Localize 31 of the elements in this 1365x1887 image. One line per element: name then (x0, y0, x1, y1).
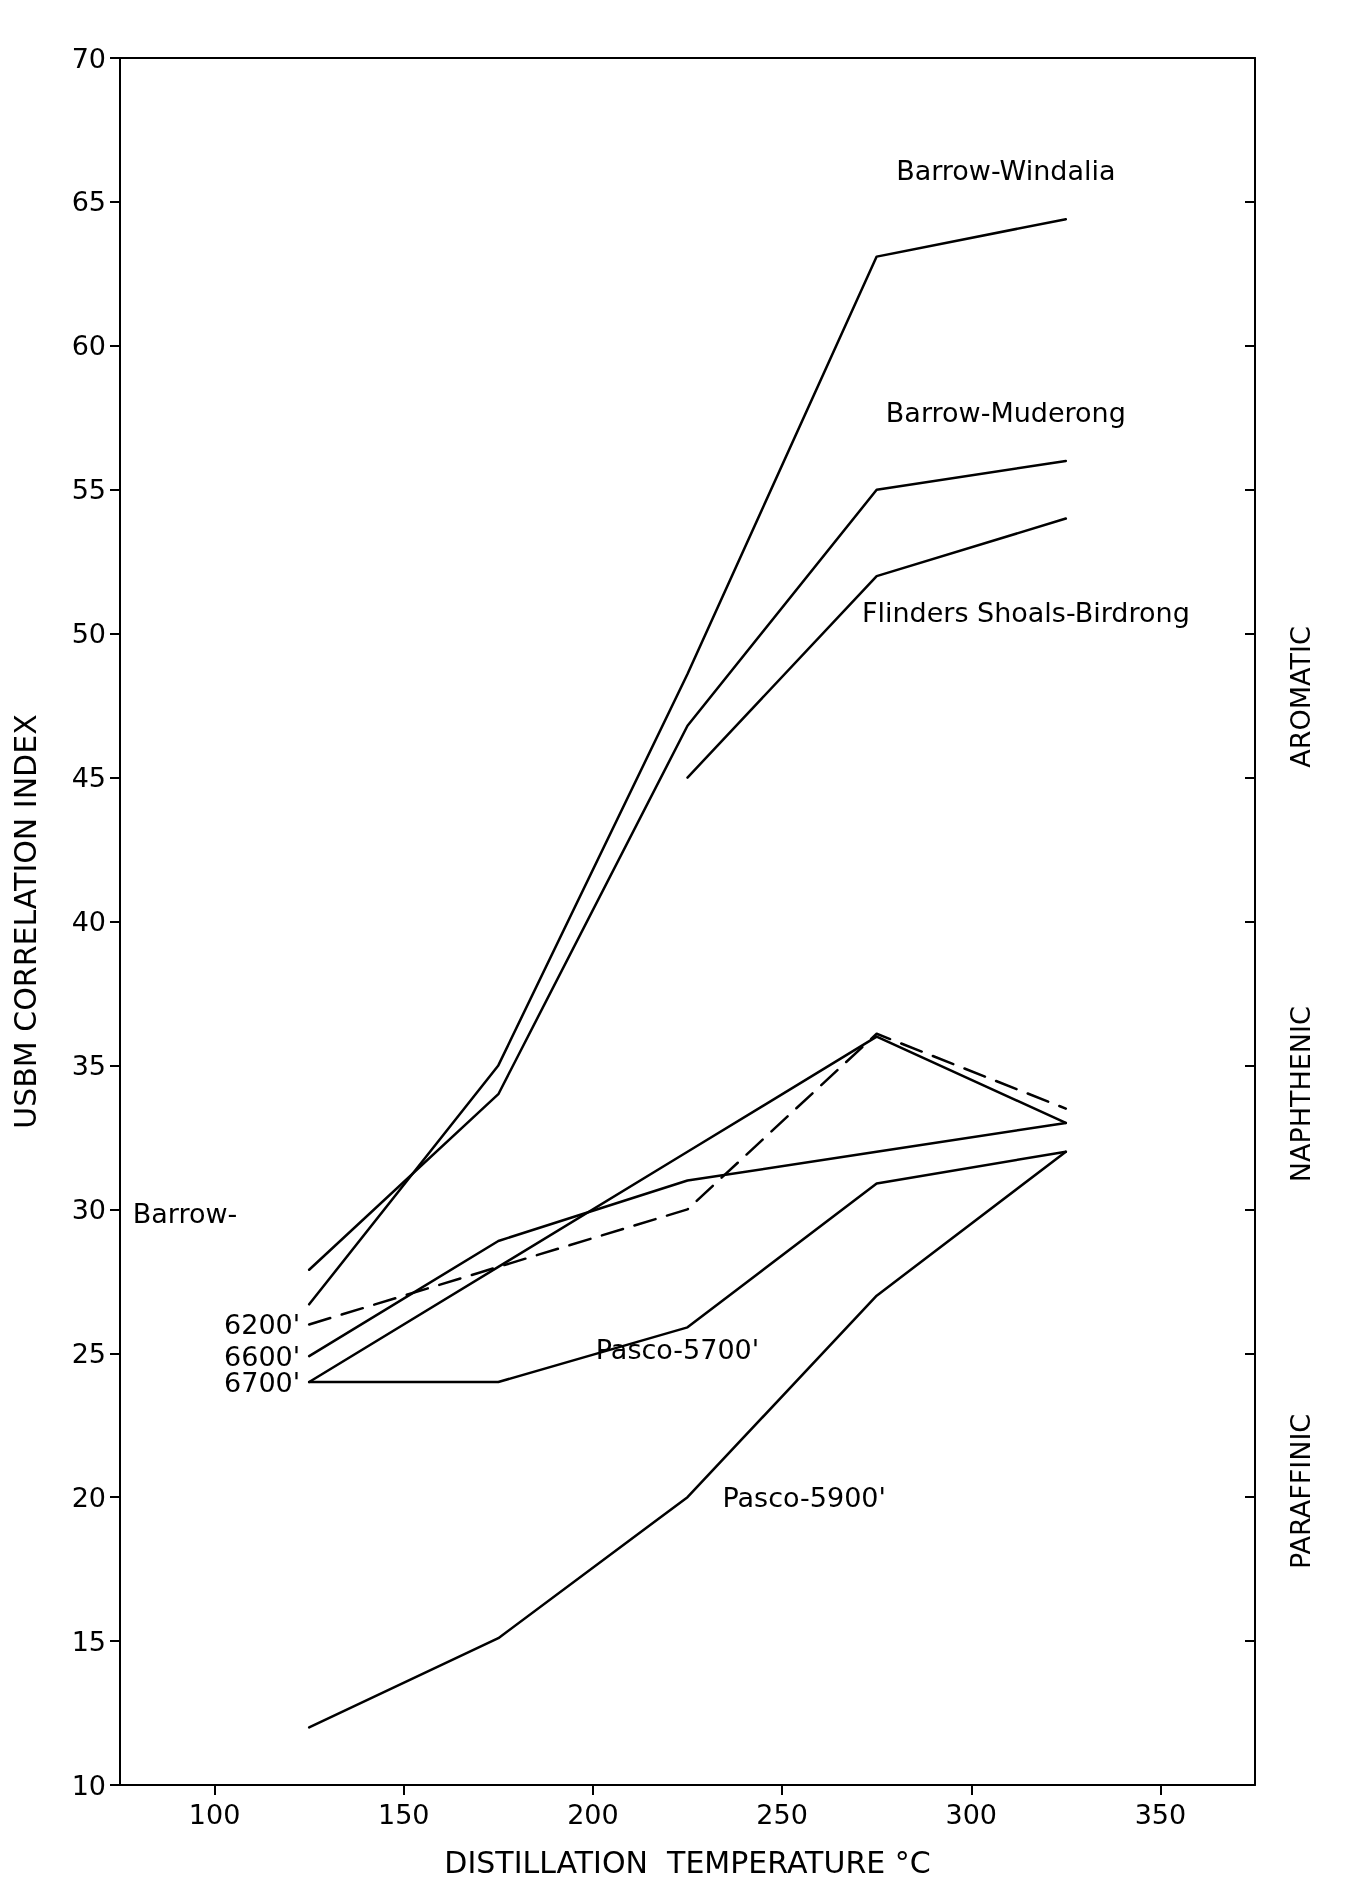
series-label: 6200' (224, 1308, 301, 1340)
y-tick-label: 65 (71, 186, 106, 218)
y-tick-label: 60 (71, 330, 106, 362)
y-tick-label: 70 (71, 42, 106, 74)
series-label: Pasco-5700' (595, 1334, 760, 1366)
y-tick-label: 20 (71, 1481, 106, 1513)
y-tick-label: 50 (71, 618, 106, 650)
x-tick-label: 350 (1134, 1799, 1187, 1830)
annotation: Barrow- (132, 1197, 238, 1229)
x-tick-label: 300 (945, 1799, 998, 1830)
x-tick-label: 150 (377, 1799, 430, 1830)
y-tick-label: 35 (71, 1049, 106, 1081)
y-tick-label: 25 (71, 1337, 106, 1369)
y-tick-label: 40 (71, 906, 106, 937)
text: NAPHTHENIC (1284, 1006, 1316, 1183)
y-tick-label: 30 (71, 1193, 106, 1225)
y-tick-label: 55 (71, 474, 106, 506)
x-tick-label: 100 (188, 1799, 241, 1830)
series-label: Flinders Shoals-Birdrong (861, 596, 1190, 628)
x-axis-title: DISTILLATION TEMPERATURE °C (444, 1844, 931, 1880)
text: Barrow-Windalia (896, 155, 1116, 187)
text: AROMATIC (1284, 626, 1316, 768)
text: Barrow-Muderong (885, 396, 1126, 428)
y-axis-title: USBM CORRELATION INDEX (7, 714, 43, 1129)
x-tick-label: 200 (567, 1799, 619, 1830)
y-tick-label: 10 (71, 1769, 106, 1801)
series-label: Pasco-5900' (722, 1481, 886, 1513)
text: PARAFFINIC (1284, 1413, 1316, 1570)
y-tick-label: 15 (71, 1625, 106, 1657)
x-tick-label: 250 (756, 1799, 808, 1830)
y-tick-label: 45 (71, 762, 106, 794)
